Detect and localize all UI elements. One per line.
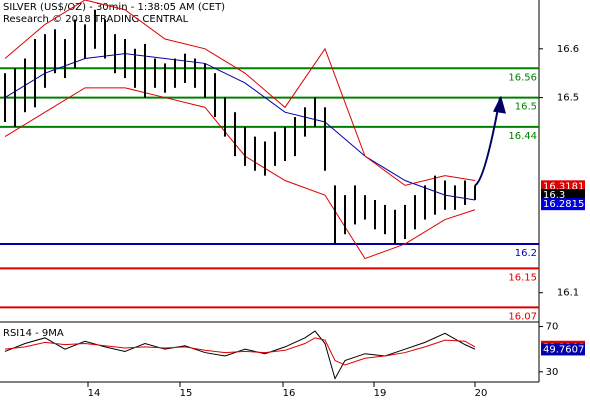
forecast-arrow <box>474 97 501 187</box>
x-tick-label: 15 <box>180 388 193 399</box>
level-label: 16.5 <box>515 102 537 113</box>
price-tag-label: 16.3 <box>543 190 565 201</box>
price-tag <box>541 198 585 211</box>
level-label: 16.07 <box>508 311 537 322</box>
price-tag <box>541 189 585 202</box>
rsi-tick-label: 30 <box>546 367 559 378</box>
price-tag-label: 49.7607 <box>543 344 584 355</box>
y-tick-label: 16.1 <box>557 288 579 299</box>
price-tag-label: 16.2815 <box>543 199 584 210</box>
x-tick-label: 14 <box>88 388 101 399</box>
overlay-line <box>4 53 476 201</box>
rsi-line <box>4 337 476 366</box>
x-tick-label: 19 <box>374 388 387 399</box>
rsi-tick-label: 70 <box>546 322 559 333</box>
level-label: 16.44 <box>508 131 537 142</box>
rsi-line <box>4 330 476 380</box>
y-tick-label: 16.5 <box>557 93 579 104</box>
level-label: 16.15 <box>508 272 537 283</box>
price-tag-label: 16.3181 <box>543 181 584 192</box>
arrow-head <box>493 95 506 114</box>
overlay-line <box>4 0 476 186</box>
x-tick-label: 16 <box>283 388 296 399</box>
x-tick-label: 20 <box>475 388 488 399</box>
y-tick-label: 16.6 <box>557 44 579 55</box>
rsi-title: RSI14 - 9MA <box>3 328 64 339</box>
price-tag <box>541 343 585 356</box>
level-label: 16.56 <box>508 72 537 83</box>
plot-bg <box>0 0 539 400</box>
level-label: 16.2 <box>515 248 537 259</box>
